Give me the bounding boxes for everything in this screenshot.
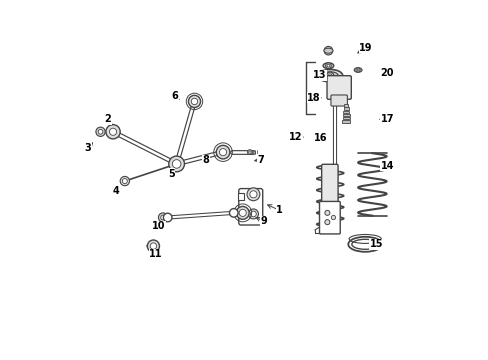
Text: 6: 6 xyxy=(171,91,178,101)
Circle shape xyxy=(172,159,181,168)
Circle shape xyxy=(219,149,226,156)
FancyBboxPatch shape xyxy=(321,164,337,204)
Text: 13: 13 xyxy=(312,70,325,80)
Text: 15: 15 xyxy=(369,239,383,249)
Circle shape xyxy=(326,72,333,79)
Circle shape xyxy=(189,96,199,107)
Circle shape xyxy=(248,151,251,153)
Text: 18: 18 xyxy=(307,93,320,103)
Circle shape xyxy=(246,188,259,201)
Circle shape xyxy=(355,68,360,72)
Bar xyxy=(342,120,349,123)
Text: 11: 11 xyxy=(149,249,163,259)
Circle shape xyxy=(324,220,329,225)
Circle shape xyxy=(158,213,167,222)
Ellipse shape xyxy=(323,63,333,68)
Circle shape xyxy=(171,159,181,169)
Bar xyxy=(343,111,348,113)
Circle shape xyxy=(109,128,116,135)
Ellipse shape xyxy=(324,48,332,53)
Circle shape xyxy=(325,63,331,68)
Bar xyxy=(343,114,349,116)
Circle shape xyxy=(191,98,197,105)
FancyBboxPatch shape xyxy=(326,76,350,99)
Ellipse shape xyxy=(317,69,342,82)
Circle shape xyxy=(147,240,159,252)
Circle shape xyxy=(171,159,181,169)
Ellipse shape xyxy=(353,68,361,72)
Circle shape xyxy=(247,150,252,155)
Circle shape xyxy=(324,210,329,215)
Text: 1: 1 xyxy=(276,205,282,215)
FancyBboxPatch shape xyxy=(330,95,346,106)
Circle shape xyxy=(150,243,156,249)
FancyBboxPatch shape xyxy=(319,202,340,234)
FancyBboxPatch shape xyxy=(238,189,262,225)
Text: 7: 7 xyxy=(257,155,264,165)
Text: 5: 5 xyxy=(167,168,174,179)
Ellipse shape xyxy=(322,72,338,80)
Circle shape xyxy=(122,179,127,184)
Text: 16: 16 xyxy=(313,133,326,143)
Text: 14: 14 xyxy=(380,161,393,171)
Circle shape xyxy=(331,215,335,220)
Circle shape xyxy=(218,147,227,157)
Circle shape xyxy=(328,74,331,77)
Circle shape xyxy=(161,215,165,220)
Bar xyxy=(343,107,348,110)
Circle shape xyxy=(120,176,129,186)
Text: 17: 17 xyxy=(380,114,393,124)
Circle shape xyxy=(356,69,358,71)
Circle shape xyxy=(106,125,120,139)
Circle shape xyxy=(325,49,330,53)
Circle shape xyxy=(163,213,172,222)
Circle shape xyxy=(216,145,229,159)
Text: 10: 10 xyxy=(152,221,165,231)
Text: 3: 3 xyxy=(84,143,91,153)
Text: 19: 19 xyxy=(359,43,372,53)
Circle shape xyxy=(326,64,329,67)
Bar xyxy=(344,104,348,107)
Circle shape xyxy=(239,209,246,216)
Circle shape xyxy=(236,206,248,219)
Circle shape xyxy=(98,130,102,134)
Circle shape xyxy=(250,211,256,217)
Text: 20: 20 xyxy=(380,68,393,78)
Text: 9: 9 xyxy=(260,216,266,226)
Circle shape xyxy=(188,95,200,108)
Circle shape xyxy=(171,159,181,169)
Circle shape xyxy=(248,209,258,219)
Text: 2: 2 xyxy=(104,114,111,124)
Circle shape xyxy=(108,127,118,137)
Circle shape xyxy=(324,46,332,55)
Text: 4: 4 xyxy=(112,186,119,196)
Circle shape xyxy=(229,208,238,217)
Circle shape xyxy=(249,191,257,198)
Circle shape xyxy=(168,156,184,172)
Circle shape xyxy=(96,127,105,136)
Bar xyxy=(342,117,349,120)
Text: 12: 12 xyxy=(288,132,302,142)
Text: 8: 8 xyxy=(203,156,209,165)
Bar xyxy=(238,193,243,200)
